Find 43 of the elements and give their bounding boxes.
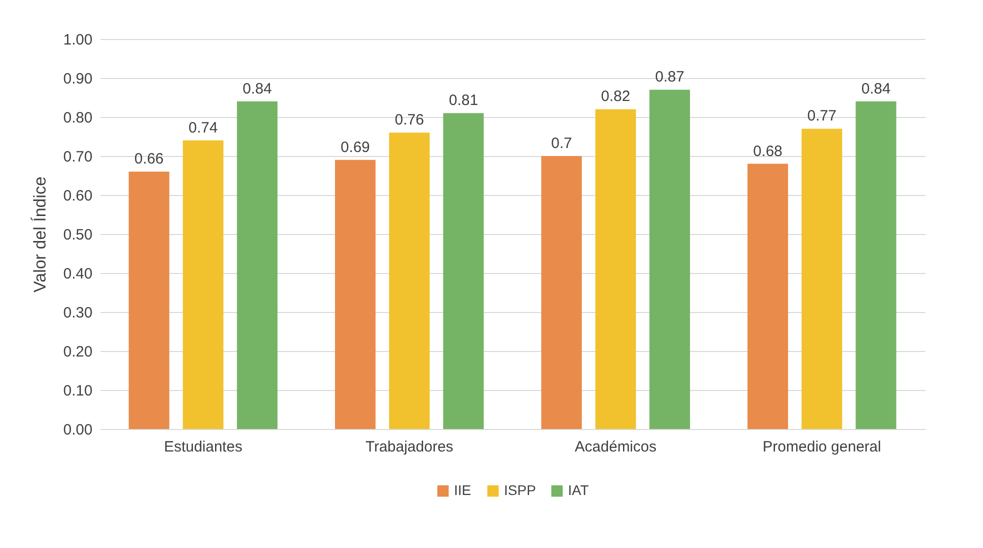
bar: [802, 128, 842, 429]
bar: [236, 101, 278, 429]
data-label: 0.76: [394, 112, 424, 129]
y-axis-title: Valor del Índice: [30, 176, 50, 292]
y-tick-label: 0.40: [63, 266, 92, 282]
x-tick-label: Trabajadores: [365, 438, 454, 456]
bar: [595, 109, 636, 429]
data-label: 0.74: [188, 119, 218, 136]
x-tick-label: Promedio general: [762, 438, 882, 456]
data-label: 0.66: [134, 150, 164, 168]
y-tick-label: 0.90: [63, 70, 92, 88]
y-tick-label: 0.70: [63, 148, 92, 166]
y-tick-label: 0.00: [63, 422, 92, 438]
data-label: 0.7: [551, 135, 572, 152]
data-label: 0.82: [601, 88, 630, 106]
data-label: 0.69: [340, 138, 370, 156]
legend-label: IIE: [454, 482, 472, 498]
bar: [747, 164, 788, 429]
data-label: 0.84: [242, 80, 272, 98]
x-tick-label: Estudiantes: [164, 438, 242, 456]
data-label: 0.81: [448, 92, 478, 110]
y-tick-label: 0.60: [63, 188, 92, 204]
legend-label: ISPP: [504, 482, 536, 498]
data-label: 0.84: [861, 80, 891, 98]
bar: [856, 101, 896, 429]
y-tick-label: 0.20: [63, 344, 92, 360]
y-tick-label: 0.30: [63, 304, 92, 322]
bar: [334, 160, 376, 429]
y-tick-label: 0.80: [63, 110, 92, 126]
y-tick-label: 1.00: [63, 32, 92, 48]
data-label: 0.77: [807, 108, 836, 125]
bar: [649, 90, 690, 429]
x-tick-label: Académicos: [574, 438, 656, 456]
bar: [541, 156, 582, 429]
bar: [443, 113, 484, 429]
bar: [182, 140, 224, 429]
bar: [128, 172, 170, 429]
y-tick-label: 0.10: [63, 382, 92, 400]
legend-label: IAT: [568, 482, 590, 498]
data-label: 0.68: [753, 142, 782, 160]
bar: [389, 132, 430, 429]
data-label: 0.87: [655, 68, 684, 86]
y-tick-label: 0.50: [63, 226, 92, 244]
